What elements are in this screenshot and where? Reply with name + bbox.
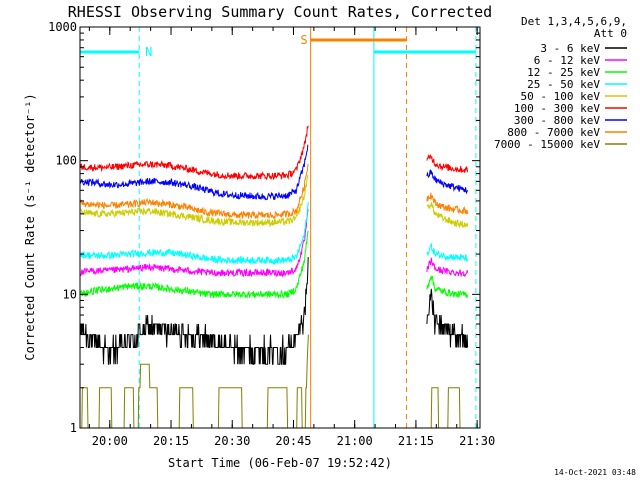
legend-label: 300 - 800 keV: [514, 114, 600, 127]
x-tick-label: 21:30: [459, 434, 495, 448]
night-label: N: [145, 45, 152, 59]
x-tick-label: 20:15: [153, 434, 189, 448]
series-line-segment-2: [426, 202, 469, 229]
series-line-segment-2: [426, 153, 469, 173]
series-line: [79, 201, 309, 266]
x-tick-label: 20:30: [214, 434, 250, 448]
series-line: [79, 230, 309, 300]
series-line: [79, 208, 309, 278]
x-tick-label: 21:15: [398, 434, 434, 448]
series-line: [79, 163, 309, 219]
series-line: [79, 174, 309, 228]
series-line-segment-2: [426, 243, 469, 262]
legend-header-line-2: Att 0: [594, 27, 627, 40]
legend-label: 100 - 300 keV: [514, 102, 600, 115]
legend-label: 6 - 12 keV: [534, 54, 601, 67]
legend-label: 25 - 50 keV: [527, 78, 600, 91]
legend-label: 7000 - 15000 keV: [494, 138, 600, 151]
series-line-segment-2: [426, 192, 469, 215]
y-tick-label: 10: [63, 287, 77, 301]
y-tick-label: 1000: [48, 20, 77, 34]
y-tick-label: 100: [55, 154, 77, 168]
chart-title: RHESSI Observing Summary Count Rates, Co…: [68, 3, 492, 21]
series-line: [79, 144, 309, 201]
series-line: [79, 125, 309, 181]
series-line-segment-2: [426, 257, 469, 278]
plot-frame: [79, 26, 481, 429]
x-axis: 20:00 20:15 20:30 20:45 21:00 21:15 21:30: [88, 27, 495, 448]
y-axis-label: Corrected Count Rate (s⁻¹ detector⁻¹): [23, 93, 37, 360]
y-tick-label: 1: [70, 421, 77, 435]
saa-label: S: [300, 33, 307, 47]
x-tick-label: 20:45: [275, 434, 311, 448]
x-tick-label: 20:00: [92, 434, 128, 448]
legend-label: 800 - 7000 keV: [507, 126, 600, 139]
series-line-segment-2: [426, 275, 469, 299]
series-line-segment-2: [426, 288, 469, 348]
legend-header-line-1: Det 1,3,4,5,6,9,: [521, 15, 627, 28]
generated-timestamp: 14-Oct-2021 03:48: [554, 468, 636, 477]
legend-label: 50 - 100 keV: [521, 90, 601, 103]
x-axis-label: Start Time (06-Feb-07 19:52:42): [168, 456, 392, 470]
series-line-segment-2: [426, 169, 469, 195]
x-tick-label: 21:00: [337, 434, 373, 448]
legend-label: 12 - 25 keV: [527, 66, 600, 79]
legend-label: 3 - 6 keV: [540, 42, 600, 55]
series-line: [79, 257, 309, 365]
y-axis: 1 10 100 1000: [48, 20, 480, 435]
